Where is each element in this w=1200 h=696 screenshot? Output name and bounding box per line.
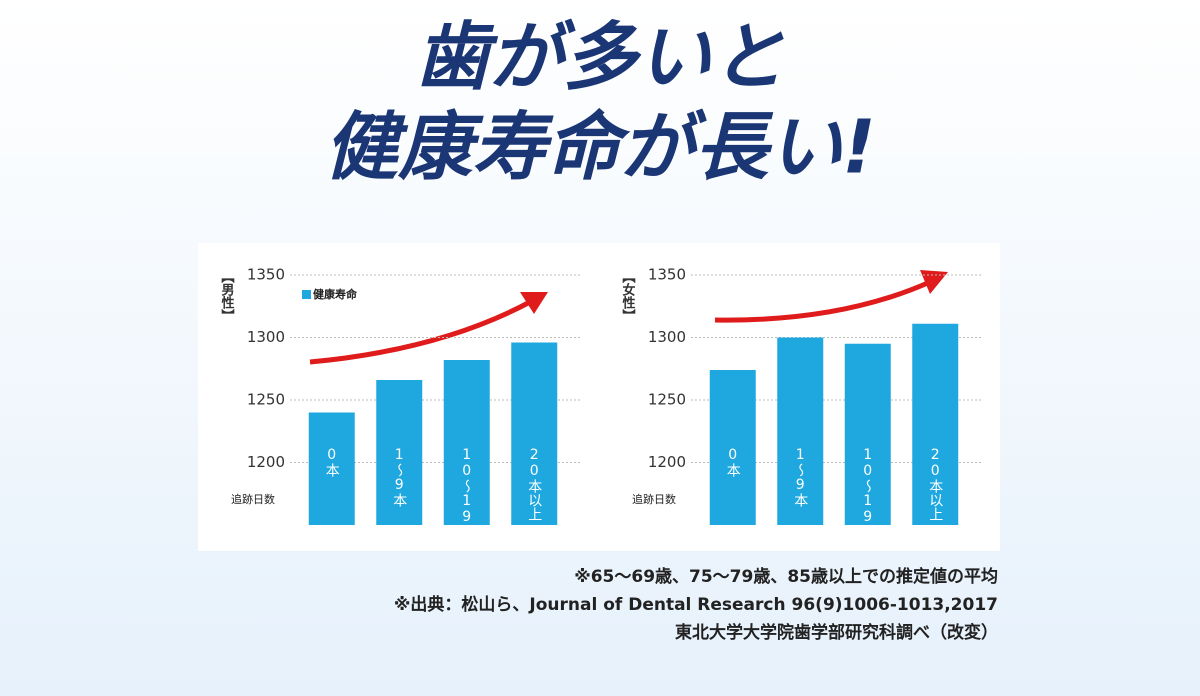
category-label: 20本以上 [927, 447, 943, 521]
bar [777, 337, 824, 525]
category-label: 0本 [324, 447, 340, 477]
y-axis-label: 【男性】 [219, 270, 235, 322]
category-label: 1〜9本 [391, 447, 407, 507]
category-label: 1〜9本 [792, 447, 808, 507]
category-label: 10〜19本 [459, 447, 475, 539]
x-axis-label: 追跡日数 [231, 492, 275, 506]
bar [511, 342, 558, 525]
title-line: 歯が多いと [415, 15, 785, 101]
legend-label: 健康寿命 [313, 287, 358, 301]
note: 東北大学大学院歯学部研究科調べ（改変） [675, 622, 998, 643]
y-tick-label: 1300 [247, 328, 285, 346]
y-tick-label: 1250 [247, 391, 285, 409]
y-tick-label: 1350 [648, 266, 686, 284]
note: ※出典：松山ら、Journal of Dental Research 96(9)… [394, 594, 998, 615]
bar [308, 412, 355, 525]
category-label: 0本 [725, 447, 741, 477]
y-tick-label: 1250 [648, 391, 686, 409]
bar [709, 370, 756, 525]
bar [443, 360, 490, 525]
arrow-head [920, 270, 948, 294]
x-axis-label: 追跡日数 [632, 492, 676, 506]
arrow-head [520, 292, 548, 314]
bar [376, 380, 423, 525]
bar [844, 343, 891, 525]
bar [912, 323, 959, 525]
legend-swatch [302, 290, 311, 299]
note: ※65〜69歳、75〜79歳、85歳以上での推定値の平均 [574, 566, 998, 587]
title-line: 健康寿命が長い! [324, 105, 876, 191]
y-tick-label: 1200 [648, 453, 686, 471]
y-tick-label: 1300 [648, 328, 686, 346]
y-tick-label: 1200 [247, 453, 285, 471]
trend-arrow [714, 279, 932, 323]
category-label: 10〜19本 [860, 447, 876, 539]
trend-arrow [309, 299, 532, 365]
y-axis-label: 【女性】 [620, 270, 636, 322]
y-tick-label: 1350 [247, 266, 285, 284]
category-label: 20本以上 [526, 447, 542, 521]
